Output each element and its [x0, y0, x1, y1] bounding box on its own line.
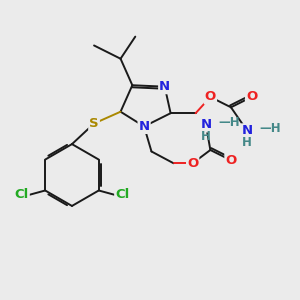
Text: H: H [201, 130, 211, 143]
Text: N: N [139, 120, 150, 133]
Text: O: O [225, 154, 237, 167]
Text: O: O [187, 157, 198, 170]
Text: N: N [200, 118, 211, 131]
Text: O: O [246, 91, 257, 103]
Text: N: N [242, 124, 253, 137]
Text: —H: —H [218, 116, 240, 129]
Text: N: N [159, 80, 170, 93]
Text: —H: —H [260, 122, 281, 135]
Text: Cl: Cl [115, 188, 129, 201]
Text: S: S [89, 117, 99, 130]
Text: O: O [205, 91, 216, 103]
Text: H: H [242, 136, 252, 148]
Text: Cl: Cl [14, 188, 29, 201]
